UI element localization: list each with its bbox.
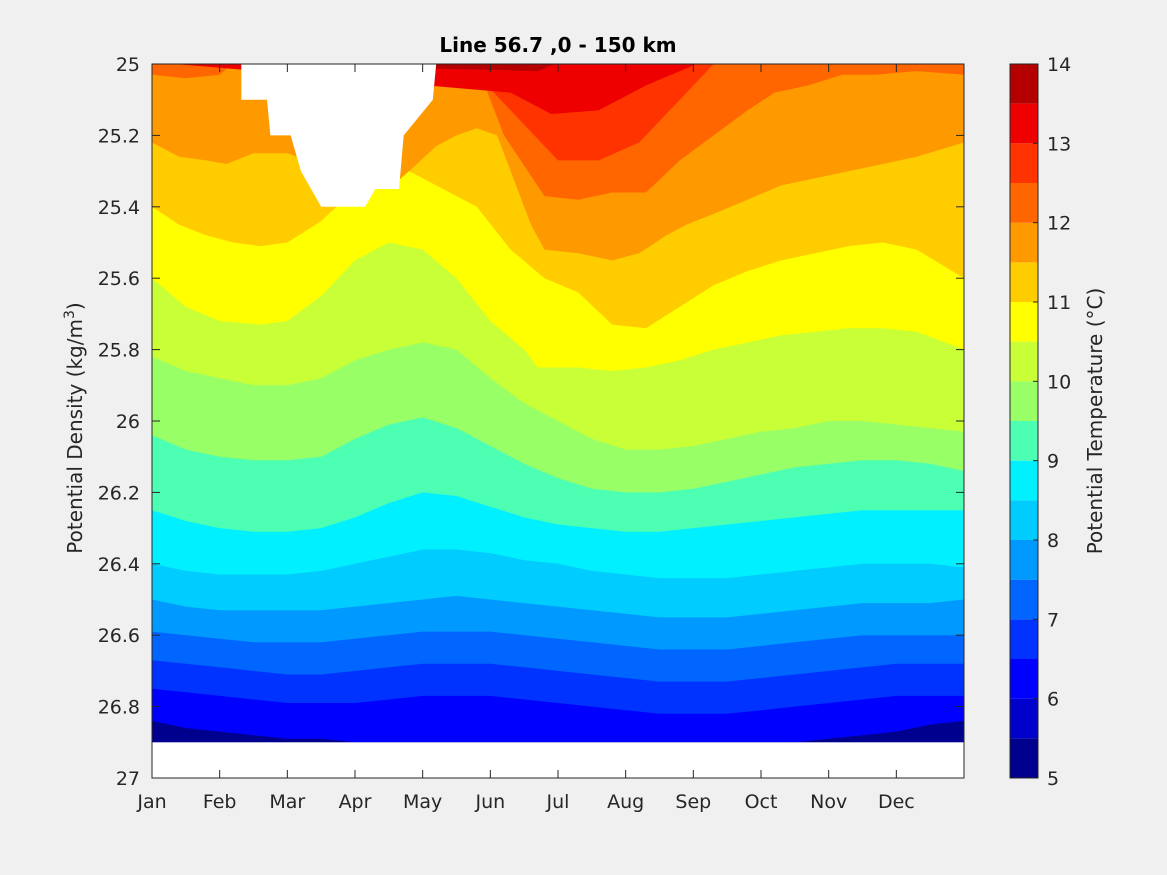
colorbar-frame [1009, 63, 1039, 779]
colorbar-segment [1010, 103, 1038, 144]
colorbar: 5 6 7 8 9 10 11 12 13 14 [1009, 54, 1071, 790]
colorbar-segment [1010, 262, 1038, 302]
y-axis-label-sup: 3 [62, 310, 78, 319]
colorbar-segment [1010, 619, 1038, 659]
colorbar-tick-label: 13 [1047, 133, 1071, 155]
x-tick-label: Oct [745, 791, 778, 813]
colorbar-tick-label: 11 [1047, 292, 1071, 314]
plot-area [152, 64, 964, 778]
y-tick-label: 26.2 [98, 482, 140, 504]
colorbar-tick-label: 9 [1047, 451, 1059, 473]
colorbar-segment [1010, 738, 1038, 778]
y-tick-label: 27 [116, 768, 140, 790]
colorbar-tick-label: 12 [1047, 213, 1071, 235]
colorbar-segment [1010, 460, 1038, 501]
colorbar-segment [1010, 222, 1038, 263]
y-axis-label-close: ) [63, 302, 87, 310]
x-tick-label: Jul [546, 791, 570, 813]
colorbar-tick-label: 5 [1047, 768, 1059, 790]
colorbar-segment [1010, 183, 1038, 223]
y-tick-label: 25.8 [98, 340, 140, 362]
y-tick-label: 25.6 [98, 268, 140, 290]
y-tick-label: 25 [116, 54, 140, 76]
x-tick-label: Mar [269, 791, 305, 813]
y-axis-label: Potential Density (kg/m3) [62, 302, 87, 553]
y-tick-label: 26.8 [98, 697, 140, 719]
colorbar-segment [1010, 421, 1038, 461]
colorbar-segment [1010, 381, 1038, 421]
x-tick-label: Dec [878, 791, 915, 813]
no-data-top [241, 64, 437, 207]
colorbar-tick-label: 8 [1047, 530, 1059, 552]
colorbar-segment [1010, 698, 1038, 739]
colorbar-tick-label: 10 [1047, 371, 1071, 393]
colorbar-segment [1010, 540, 1038, 580]
colorbar-tick-label: 6 [1047, 689, 1059, 711]
y-tick-label: 25.4 [98, 197, 140, 219]
colorbar-tick-label: 7 [1047, 609, 1059, 631]
x-axis: Jan Feb Mar Apr May Jun Jul Aug Sep Oct Nov Dec [136, 64, 915, 813]
y-axis: 25 25.2 25.4 25.6 25.8 26 26.2 26.4 26.6 26.8 27 [98, 54, 964, 790]
x-tick-label: May [403, 791, 442, 813]
x-tick-label: Apr [339, 791, 372, 813]
x-tick-label: Nov [810, 791, 847, 813]
chart-title: Line 56.7 ,0 - 150 km [439, 33, 676, 57]
x-tick-label: Aug [607, 791, 644, 813]
x-tick-label: Jan [136, 791, 166, 813]
colorbar-segment [1010, 64, 1038, 104]
colorbar-segment [1010, 341, 1038, 382]
colorbar-segment [1010, 500, 1038, 540]
contour-band-13 [175, 64, 697, 114]
colorbar-label: Potential Temperature (°C) [1083, 288, 1107, 555]
y-tick-label: 26 [116, 411, 140, 433]
y-tick-label: 26.4 [98, 554, 140, 576]
colorbar-segment [1010, 302, 1038, 342]
y-tick-label: 26.6 [98, 625, 140, 647]
y-tick-label: 25.2 [98, 125, 140, 147]
x-tick-label: Sep [675, 791, 711, 813]
x-tick-label: Feb [203, 791, 237, 813]
y-axis-label-text: Potential Density (kg/m [63, 319, 87, 554]
colorbar-segment [1010, 659, 1038, 699]
colorbar-segment [1010, 579, 1038, 620]
x-tick-label: Jun [474, 791, 505, 813]
colorbar-segment [1010, 143, 1038, 183]
colorbar-tick-label: 14 [1047, 54, 1071, 76]
